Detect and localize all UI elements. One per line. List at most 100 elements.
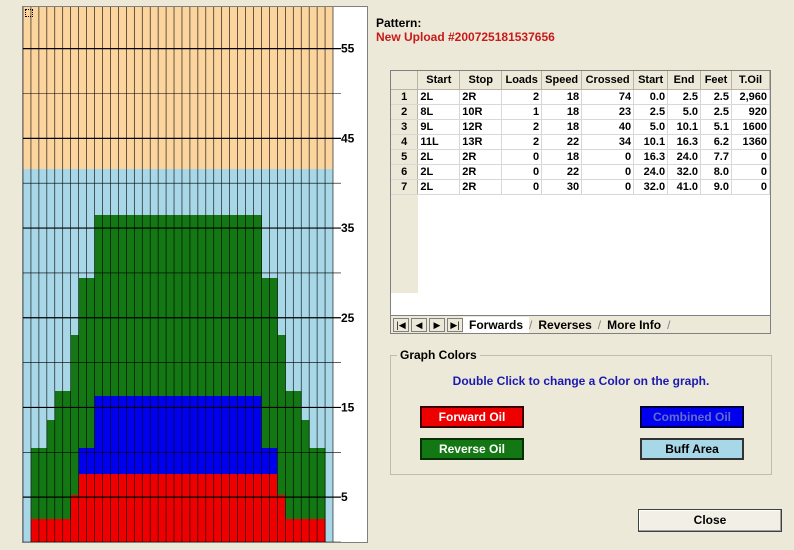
tab-forwards[interactable]: Forwards [463, 316, 530, 333]
table-cell[interactable]: 16.3 [667, 134, 702, 150]
table-cell[interactable]: 12R [459, 119, 503, 135]
table-cell[interactable]: 32.0 [667, 164, 702, 180]
table-cell[interactable]: 6.2 [700, 134, 732, 150]
table-cell[interactable]: 10.1 [633, 134, 669, 150]
table-row[interactable]: 7 2L 2R 0 30 0 32.0 41.0 9.0 0 [391, 179, 771, 195]
table-cell[interactable]: 22 [541, 134, 583, 150]
table-cell[interactable]: 18 [541, 89, 583, 105]
table-cell[interactable]: 10.1 [667, 119, 702, 135]
table-cell[interactable]: 24.0 [667, 149, 702, 165]
table-cell[interactable]: 74 [581, 89, 635, 105]
table-cell[interactable]: 1360 [731, 134, 771, 150]
column-header[interactable]: Speed [541, 71, 583, 90]
reverse-oil-bar [317, 448, 326, 542]
table-cell[interactable]: 5.0 [667, 104, 702, 120]
next-record-icon[interactable]: ▶ [429, 317, 445, 332]
forward-oil-swatch[interactable]: Forward Oil [420, 406, 524, 428]
tab-more-info[interactable]: More Info [607, 317, 662, 332]
lane-graph-svg[interactable]: 55 45 35 25 15 5 [23, 7, 367, 542]
table-cell[interactable]: 2.5 [633, 104, 669, 120]
table-cell[interactable]: 2.5 [667, 89, 702, 105]
first-record-icon[interactable]: |◀ [393, 317, 409, 332]
table-cell[interactable]: 2 [501, 89, 543, 105]
table-cell[interactable]: 1 [501, 104, 543, 120]
table-cell[interactable]: 22 [541, 164, 583, 180]
column-header[interactable]: End [667, 71, 702, 90]
table-cell[interactable]: 1600 [731, 119, 771, 135]
table-cell[interactable]: 40 [581, 119, 635, 135]
table-cell[interactable]: 0 [731, 164, 771, 180]
table-cell[interactable]: 10R [459, 104, 503, 120]
table-cell[interactable]: 0 [501, 149, 543, 165]
table-cell[interactable]: 23 [581, 104, 635, 120]
table-cell[interactable]: 41.0 [667, 179, 702, 195]
table-cell[interactable]: 8.0 [700, 164, 732, 180]
table-cell[interactable]: 5.0 [633, 119, 669, 135]
tab-reverses[interactable]: Reverses [538, 317, 592, 332]
combined-oil-bar [221, 396, 231, 542]
table-cell[interactable]: 0.0 [633, 89, 669, 105]
pattern-table[interactable]: Start Stop Loads Speed Crossed Start End Feet T.… [391, 71, 771, 293]
table-cell[interactable]: 5.1 [700, 119, 732, 135]
buff-area-swatch[interactable]: Buff Area [640, 438, 744, 460]
table-cell[interactable]: 2L [417, 179, 461, 195]
table-cell[interactable]: 2 [501, 134, 543, 150]
table-cell[interactable]: 0 [731, 179, 771, 195]
table-cell[interactable]: 0 [731, 149, 771, 165]
table-cell[interactable]: 2R [459, 149, 503, 165]
column-header[interactable]: Start [417, 71, 461, 90]
oil-pattern-grid[interactable]: Start Stop Loads Speed Crossed Start End Feet T.… [390, 70, 771, 334]
reverse-oil-bar [142, 215, 151, 542]
table-row[interactable]: 1 2L 2R 2 18 74 0.0 2.5 2.5 2,960 [391, 89, 771, 105]
table-row[interactable]: 5 2L 2R 0 18 0 16.3 24.0 7.7 0 [391, 149, 771, 165]
table-cell[interactable]: 2L [417, 149, 461, 165]
table-cell[interactable]: 2R [459, 164, 503, 180]
column-header[interactable]: Loads [501, 71, 543, 90]
table-cell[interactable]: 0 [581, 179, 635, 195]
table-cell[interactable]: 18 [541, 149, 583, 165]
table-cell[interactable]: 34 [581, 134, 635, 150]
table-cell[interactable]: 0 [581, 149, 635, 165]
last-record-icon[interactable]: ▶| [447, 317, 463, 332]
table-cell[interactable]: 16.3 [633, 149, 669, 165]
table-cell[interactable]: 0 [501, 179, 543, 195]
table-cell[interactable]: 2 [501, 119, 543, 135]
table-cell[interactable]: 2.5 [700, 104, 732, 120]
table-cell[interactable]: 18 [541, 104, 583, 120]
table-cell[interactable]: 30 [541, 179, 583, 195]
combined-oil-bar [150, 396, 159, 542]
table-cell[interactable]: 8L [417, 104, 461, 120]
table-row[interactable]: 4 11L 13R 2 22 34 10.1 16.3 6.2 1360 [391, 134, 771, 150]
table-cell[interactable]: 2.5 [700, 89, 732, 105]
lane-oil-graph[interactable]: 55 45 35 25 15 5 [22, 6, 368, 543]
table-row[interactable]: 3 9L 12R 2 18 40 5.0 10.1 5.1 1600 [391, 119, 771, 135]
column-header[interactable]: Stop [459, 71, 503, 90]
table-cell[interactable]: 2,960 [731, 89, 771, 105]
table-cell[interactable]: 0 [581, 164, 635, 180]
column-header[interactable]: Feet [700, 71, 732, 90]
table-cell[interactable]: 18 [541, 119, 583, 135]
column-header[interactable]: Crossed [581, 71, 635, 90]
table-cell[interactable]: 2R [459, 179, 503, 195]
combined-oil-swatch[interactable]: Combined Oil [640, 406, 744, 428]
reverse-oil-swatch[interactable]: Reverse Oil [420, 438, 524, 460]
table-cell[interactable]: 32.0 [633, 179, 669, 195]
column-header[interactable] [391, 71, 419, 90]
table-cell[interactable]: 9.0 [700, 179, 732, 195]
table-cell[interactable]: 7.7 [700, 149, 732, 165]
table-row[interactable]: 2 8L 10R 1 18 23 2.5 5.0 2.5 920 [391, 104, 771, 120]
column-header[interactable]: Start [633, 71, 669, 90]
table-cell[interactable]: 920 [731, 104, 771, 120]
table-cell[interactable]: 2L [417, 89, 461, 105]
table-cell[interactable]: 9L [417, 119, 461, 135]
prev-record-icon[interactable]: ◀ [411, 317, 427, 332]
table-cell[interactable]: 13R [459, 134, 503, 150]
table-cell[interactable]: 0 [501, 164, 543, 180]
table-cell[interactable]: 24.0 [633, 164, 669, 180]
close-button[interactable]: Close [638, 509, 782, 532]
column-header[interactable]: T.Oil [731, 71, 771, 90]
table-cell[interactable]: 2L [417, 164, 461, 180]
table-cell[interactable]: 11L [417, 134, 461, 150]
table-cell[interactable]: 2R [459, 89, 503, 105]
table-row[interactable]: 6 2L 2R 0 22 0 24.0 32.0 8.0 0 [391, 164, 771, 180]
